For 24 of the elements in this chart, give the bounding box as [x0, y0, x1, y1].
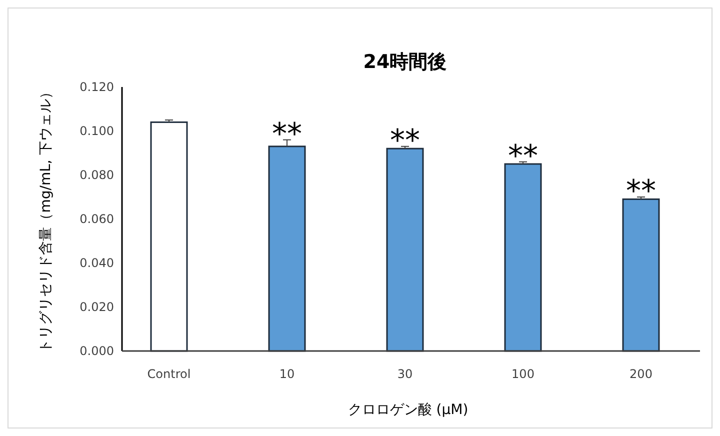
x-axis-title: クロロゲン酸 (μM) [348, 402, 468, 418]
y-axis-title: トリグリセリド含量（mg/mL, 下ウェル） [38, 85, 54, 353]
y-tick-label: 0.120 [80, 80, 114, 94]
annotation: ** [272, 116, 302, 152]
annotation: ** [626, 174, 656, 209]
chart-title: 24時間後 [363, 51, 447, 73]
bar [622, 198, 660, 352]
x-tick-label: 100 [512, 367, 534, 381]
annotation: ** [390, 123, 420, 158]
x-tick-label: 200 [630, 367, 652, 381]
x-tick-label: 10 [279, 367, 295, 381]
annotation: ** [508, 138, 538, 174]
y-tick-label: 0.020 [80, 300, 114, 314]
y-tick-label: 0.080 [80, 168, 114, 182]
bar [386, 148, 424, 352]
x-tick-label: Control [147, 367, 191, 381]
bar [150, 121, 188, 352]
bar [268, 146, 306, 352]
bar [504, 163, 542, 352]
y-tick-label: 0.040 [80, 256, 114, 270]
y-tick-label: 0.060 [80, 212, 114, 226]
y-tick-label: 0.100 [80, 124, 114, 138]
x-tick-label: 30 [397, 367, 413, 381]
y-tick-label: 0.000 [80, 344, 114, 358]
